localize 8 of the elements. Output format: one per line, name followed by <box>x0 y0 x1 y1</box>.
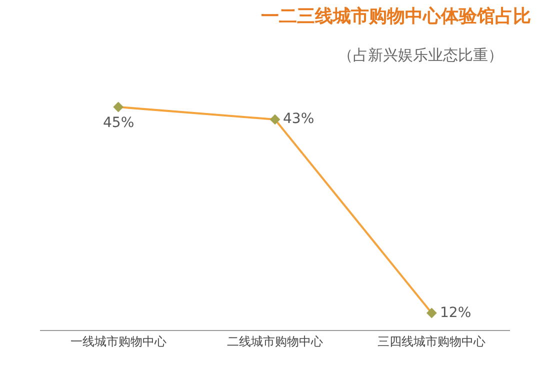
data-label: 45% <box>103 115 134 131</box>
chart-subtitle: （占新兴娱乐业态比重） <box>338 46 503 64</box>
data-label: 12% <box>440 305 472 321</box>
x-tick-label: 一线城市购物中心 <box>70 334 166 348</box>
chart-title: 一二三线城市购物中心体验馆占比 <box>260 6 531 28</box>
data-label: 43% <box>283 111 314 127</box>
x-tick-label: 二线城市购物中心 <box>227 334 323 348</box>
x-tick-label: 三四线城市购物中心 <box>378 334 486 348</box>
